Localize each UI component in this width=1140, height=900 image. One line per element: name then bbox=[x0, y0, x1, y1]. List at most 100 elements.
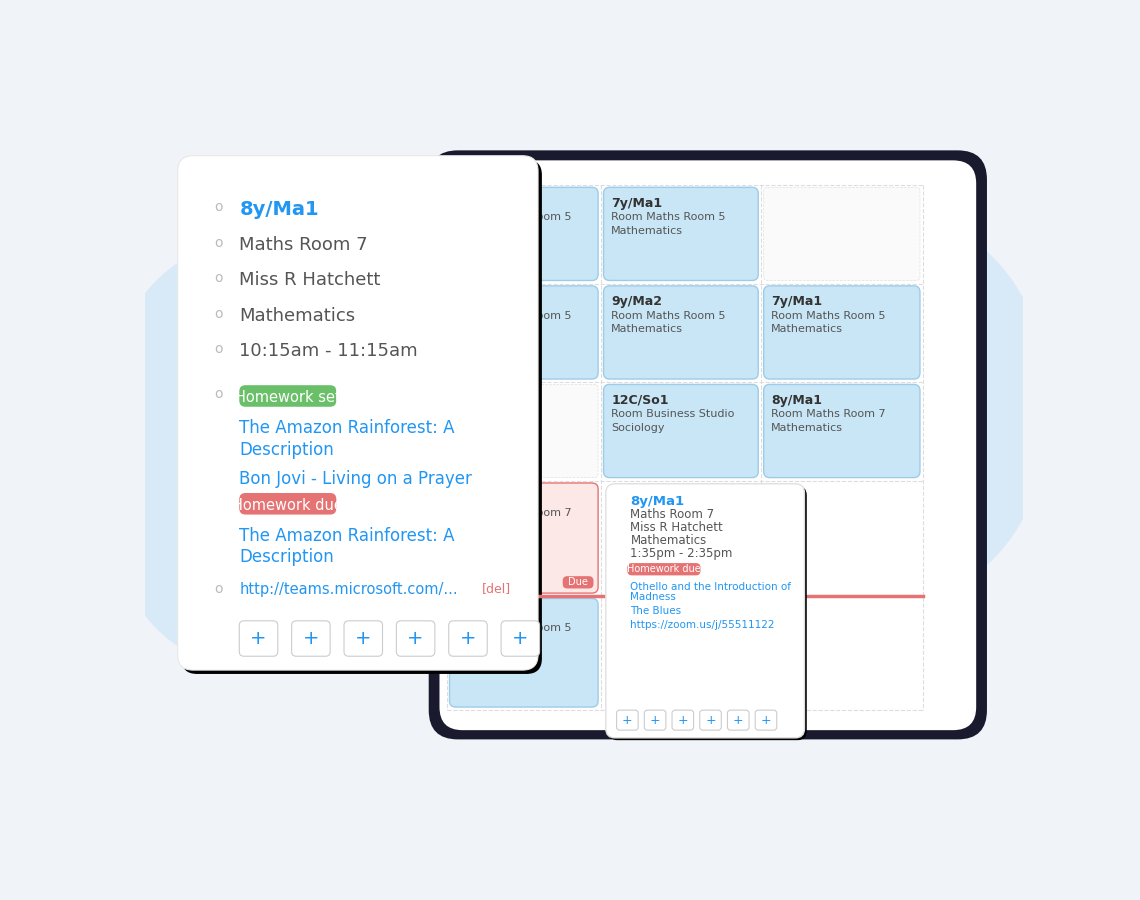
FancyBboxPatch shape bbox=[449, 286, 598, 379]
Text: 7y/Ma1: 7y/Ma1 bbox=[457, 295, 508, 308]
Text: o: o bbox=[214, 582, 223, 597]
Text: o: o bbox=[214, 342, 223, 356]
Text: Description: Description bbox=[239, 441, 334, 459]
Text: +: + bbox=[512, 629, 529, 648]
FancyBboxPatch shape bbox=[608, 486, 807, 740]
Text: Mathematics: Mathematics bbox=[457, 637, 529, 647]
Text: Mathematics: Mathematics bbox=[457, 226, 529, 236]
FancyBboxPatch shape bbox=[181, 159, 542, 674]
Text: Room Maths Room 5: Room Maths Room 5 bbox=[457, 623, 571, 633]
Text: 8y/Ma1: 8y/Ma1 bbox=[772, 393, 822, 407]
FancyBboxPatch shape bbox=[617, 710, 638, 730]
FancyBboxPatch shape bbox=[700, 710, 722, 730]
Text: Room Maths Room 7: Room Maths Room 7 bbox=[772, 410, 886, 419]
FancyBboxPatch shape bbox=[239, 621, 278, 656]
Text: +: + bbox=[677, 714, 689, 726]
FancyBboxPatch shape bbox=[178, 156, 538, 670]
Text: +: + bbox=[302, 629, 319, 648]
FancyBboxPatch shape bbox=[603, 187, 758, 281]
Text: Othello and the Introduction of: Othello and the Introduction of bbox=[630, 581, 791, 591]
Text: 1:35pm - 2:35pm: 1:35pm - 2:35pm bbox=[630, 547, 733, 560]
Text: +: + bbox=[760, 714, 772, 726]
Text: Mathematics: Mathematics bbox=[772, 423, 844, 433]
Text: Room Maths Room 5: Room Maths Room 5 bbox=[772, 310, 886, 320]
Text: Homework due: Homework due bbox=[627, 564, 701, 574]
Text: Homework due: Homework due bbox=[233, 498, 343, 513]
Ellipse shape bbox=[765, 220, 1050, 597]
Text: The Amazon Rainforest: A: The Amazon Rainforest: A bbox=[239, 526, 455, 544]
Text: Mathematics: Mathematics bbox=[457, 324, 529, 335]
Text: https://zoom.us/j/55511122: https://zoom.us/j/55511122 bbox=[630, 620, 775, 630]
FancyBboxPatch shape bbox=[673, 710, 693, 730]
Text: Mathematics: Mathematics bbox=[457, 521, 529, 532]
Text: 12A/Ma2: 12A/Ma2 bbox=[457, 196, 519, 210]
FancyBboxPatch shape bbox=[502, 621, 539, 656]
Text: Madness: Madness bbox=[630, 592, 676, 602]
Text: The Blues: The Blues bbox=[630, 607, 682, 616]
FancyBboxPatch shape bbox=[449, 187, 598, 281]
FancyBboxPatch shape bbox=[397, 621, 434, 656]
FancyBboxPatch shape bbox=[764, 384, 920, 478]
FancyBboxPatch shape bbox=[292, 621, 331, 656]
Text: 7y/Ma1: 7y/Ma1 bbox=[772, 295, 822, 308]
Text: o: o bbox=[214, 201, 223, 214]
Text: http://teams.microsoft.com/...: http://teams.microsoft.com/... bbox=[239, 582, 458, 598]
Text: +: + bbox=[459, 629, 477, 648]
Text: +: + bbox=[733, 714, 743, 726]
Text: 8y/Ma1: 8y/Ma1 bbox=[630, 494, 685, 508]
FancyBboxPatch shape bbox=[440, 160, 976, 730]
Text: o: o bbox=[214, 271, 223, 285]
Text: Mathematics: Mathematics bbox=[611, 324, 683, 335]
Text: The Amazon Rainforest: A: The Amazon Rainforest: A bbox=[239, 419, 455, 437]
Text: Mathematics: Mathematics bbox=[772, 324, 844, 335]
Text: o: o bbox=[214, 387, 223, 400]
Text: Homework set: Homework set bbox=[235, 390, 341, 405]
Text: 10:15am - 11:15am: 10:15am - 11:15am bbox=[239, 342, 418, 360]
Text: Room Maths Room 5: Room Maths Room 5 bbox=[611, 212, 726, 222]
FancyBboxPatch shape bbox=[727, 710, 749, 730]
FancyBboxPatch shape bbox=[627, 563, 700, 575]
Text: o: o bbox=[214, 307, 223, 320]
Text: +: + bbox=[622, 714, 633, 726]
Text: +: + bbox=[650, 714, 660, 726]
FancyBboxPatch shape bbox=[449, 598, 598, 707]
Text: Mathematics: Mathematics bbox=[611, 226, 683, 236]
FancyBboxPatch shape bbox=[239, 385, 336, 407]
FancyBboxPatch shape bbox=[755, 710, 776, 730]
FancyBboxPatch shape bbox=[764, 286, 920, 379]
Text: 7y/Ma1: 7y/Ma1 bbox=[611, 196, 662, 210]
FancyBboxPatch shape bbox=[429, 150, 987, 740]
Text: Miss R Hatchett: Miss R Hatchett bbox=[239, 271, 381, 289]
Text: Mathematics: Mathematics bbox=[630, 534, 707, 547]
FancyBboxPatch shape bbox=[449, 384, 598, 478]
Text: Miss R Hatchett: Miss R Hatchett bbox=[630, 521, 723, 534]
Text: +: + bbox=[251, 629, 267, 648]
Text: 12C/So1: 12C/So1 bbox=[611, 393, 669, 407]
FancyBboxPatch shape bbox=[449, 483, 598, 593]
Text: Room Maths Room 5: Room Maths Room 5 bbox=[457, 212, 571, 222]
Text: o: o bbox=[214, 236, 223, 250]
Text: 10y/Ma1: 10y/Ma1 bbox=[457, 608, 518, 621]
Text: Room Business Studio: Room Business Studio bbox=[611, 410, 734, 419]
FancyBboxPatch shape bbox=[605, 484, 805, 738]
Text: Room Maths Room 7: Room Maths Room 7 bbox=[457, 508, 572, 518]
FancyBboxPatch shape bbox=[239, 493, 336, 515]
Text: Room Maths Room 5: Room Maths Room 5 bbox=[611, 310, 726, 320]
Text: 8y/Ma1: 8y/Ma1 bbox=[239, 201, 319, 220]
Text: Maths Room 7: Maths Room 7 bbox=[630, 508, 715, 520]
FancyBboxPatch shape bbox=[344, 621, 383, 656]
Text: Sociology: Sociology bbox=[611, 423, 665, 433]
Text: Mathematics: Mathematics bbox=[239, 307, 356, 325]
FancyBboxPatch shape bbox=[644, 710, 666, 730]
Text: Bon Jovi - Living on a Prayer: Bon Jovi - Living on a Prayer bbox=[239, 470, 472, 488]
Text: +: + bbox=[407, 629, 424, 648]
FancyBboxPatch shape bbox=[603, 384, 758, 478]
Text: Description: Description bbox=[239, 548, 334, 566]
FancyBboxPatch shape bbox=[563, 576, 594, 589]
FancyBboxPatch shape bbox=[764, 187, 920, 281]
Text: +: + bbox=[355, 629, 372, 648]
FancyBboxPatch shape bbox=[449, 621, 487, 656]
Text: Room Maths Room 5: Room Maths Room 5 bbox=[457, 310, 571, 320]
Text: [del]: [del] bbox=[482, 582, 511, 595]
FancyBboxPatch shape bbox=[603, 286, 758, 379]
